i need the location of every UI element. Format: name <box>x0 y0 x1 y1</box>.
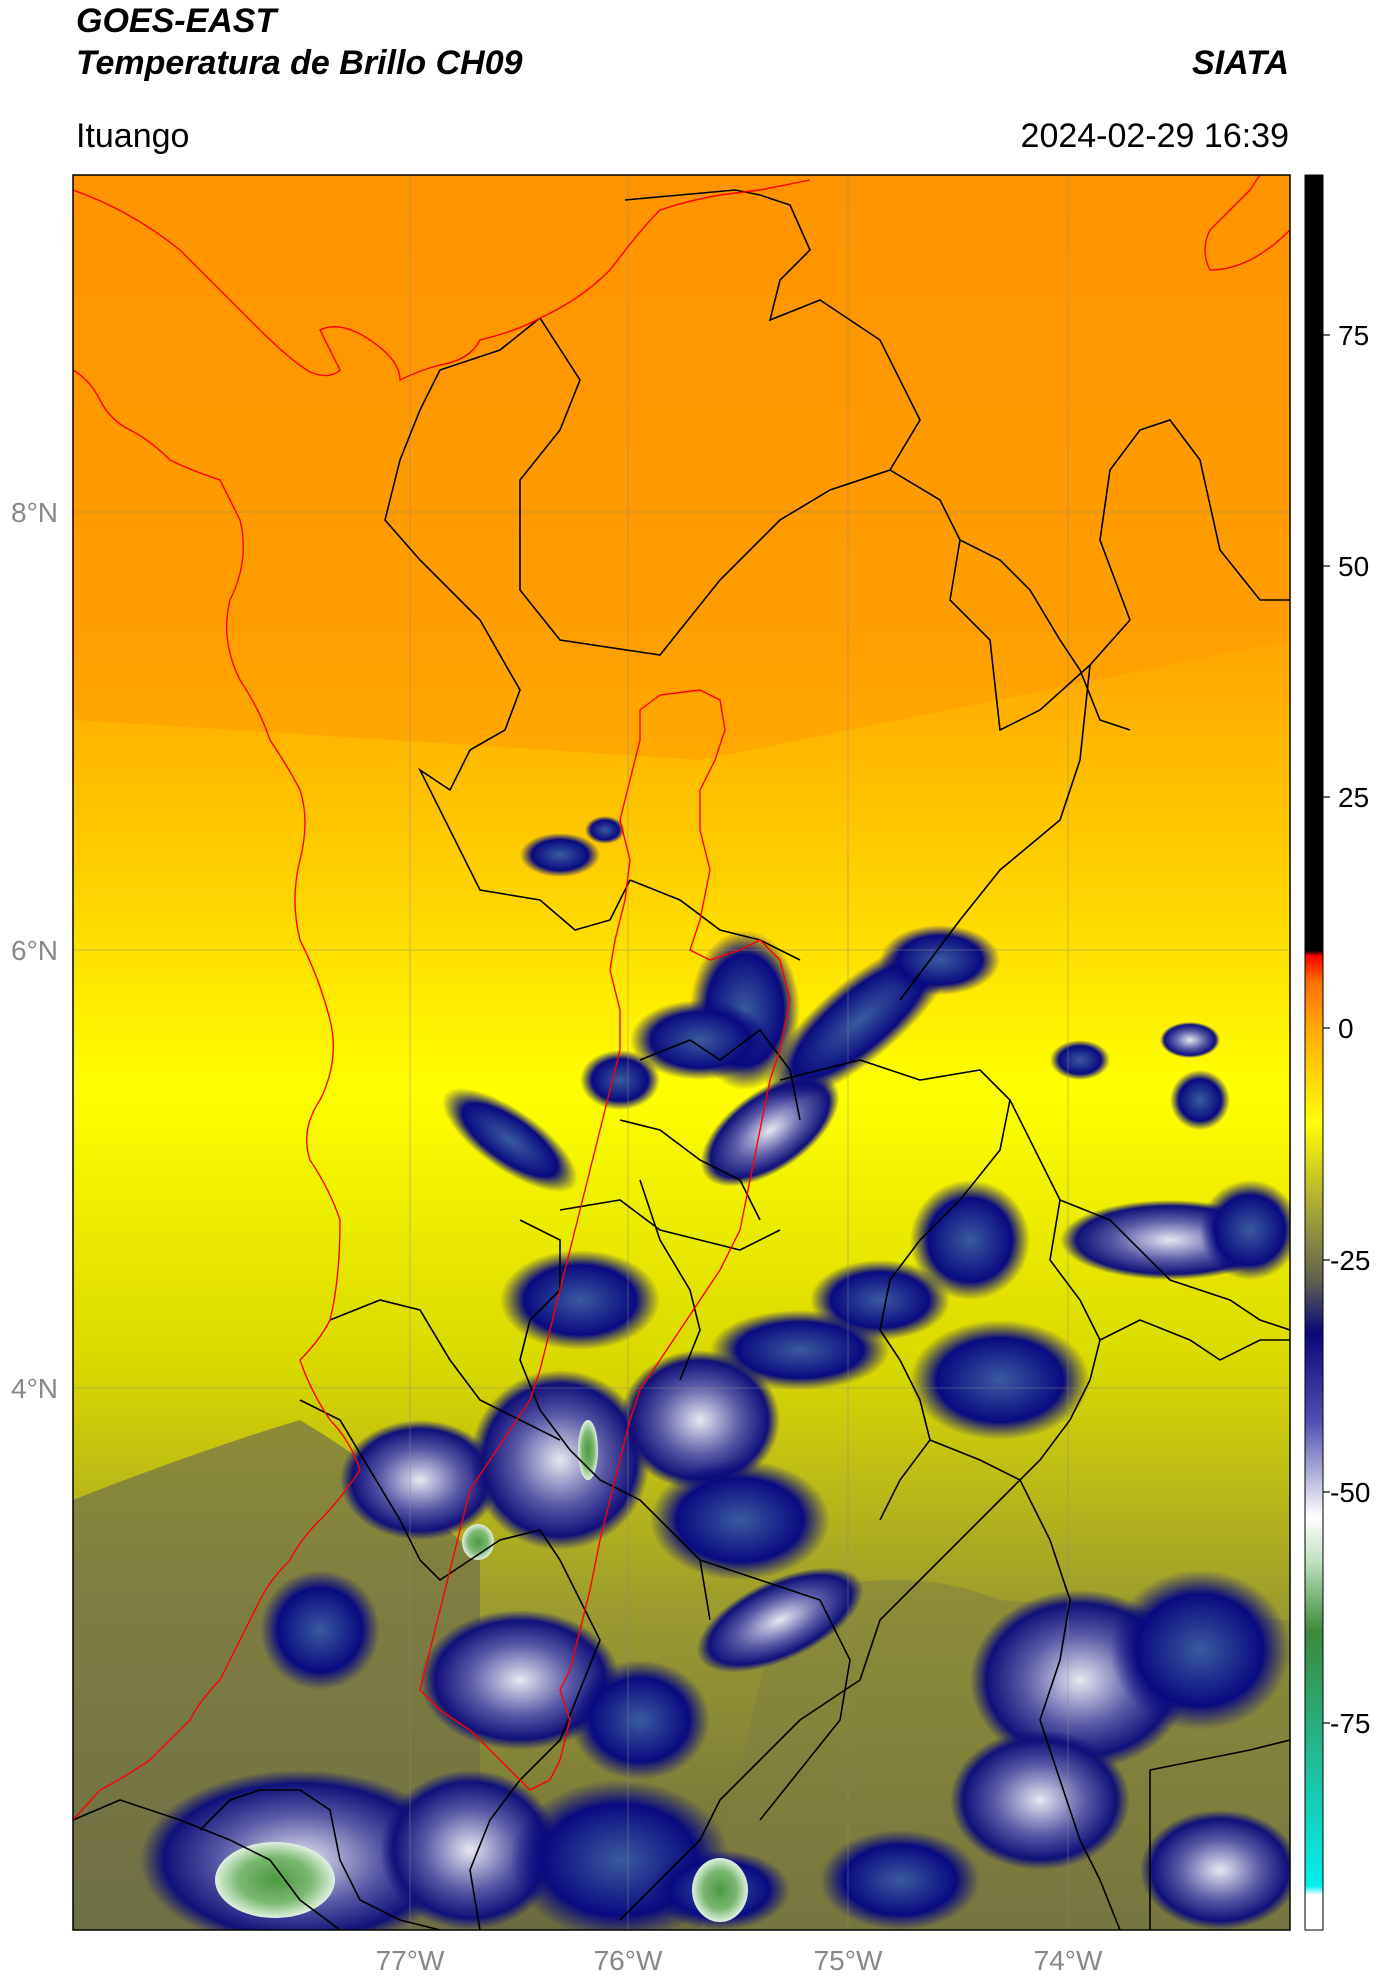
map-frame <box>72 174 1291 1931</box>
lat-label: 4°N <box>11 1373 58 1404</box>
colorbar-gradient <box>1304 174 1324 1931</box>
longitude-labels: 77°W 76°W 75°W 74°W <box>376 1945 1103 1976</box>
convective-clouds <box>140 816 1290 1930</box>
lat-label: 6°N <box>11 935 58 966</box>
lon-label: 75°W <box>814 1945 883 1976</box>
coastline <box>73 175 1290 1821</box>
department-boundaries <box>73 189 1290 1930</box>
organization-label: SIATA <box>1192 44 1289 82</box>
latitude-labels: 8°N 6°N 4°N <box>11 497 58 1404</box>
colorbar-tick-label: -25 <box>1330 1245 1370 1276</box>
lon-label: 77°W <box>376 1945 445 1976</box>
colorbar-tick-label: -75 <box>1330 1708 1370 1739</box>
map-subtitle: Temperatura de Brillo CH09 <box>76 44 523 82</box>
location-label: Ituango <box>76 117 190 155</box>
lon-label: 74°W <box>1034 1945 1103 1976</box>
cold-cloud-cores <box>215 1420 748 1922</box>
datetime-label: 2024-02-29 16:39 <box>1020 117 1289 155</box>
colorbar: 75 50 25 0 -25 -50 -75 <box>1304 174 1370 1931</box>
colorbar-tick-label: 0 <box>1338 1013 1354 1044</box>
colorbar-tick-label: 50 <box>1338 551 1369 582</box>
colorbar-tick-label: -50 <box>1330 1477 1370 1508</box>
map-title: GOES-EAST <box>76 2 277 40</box>
lon-label: 76°W <box>594 1945 663 1976</box>
colorbar-tick-label: 25 <box>1338 782 1369 813</box>
graticule <box>73 175 1290 1930</box>
lat-label: 8°N <box>11 497 58 528</box>
colorbar-tick-label: 75 <box>1338 320 1369 351</box>
